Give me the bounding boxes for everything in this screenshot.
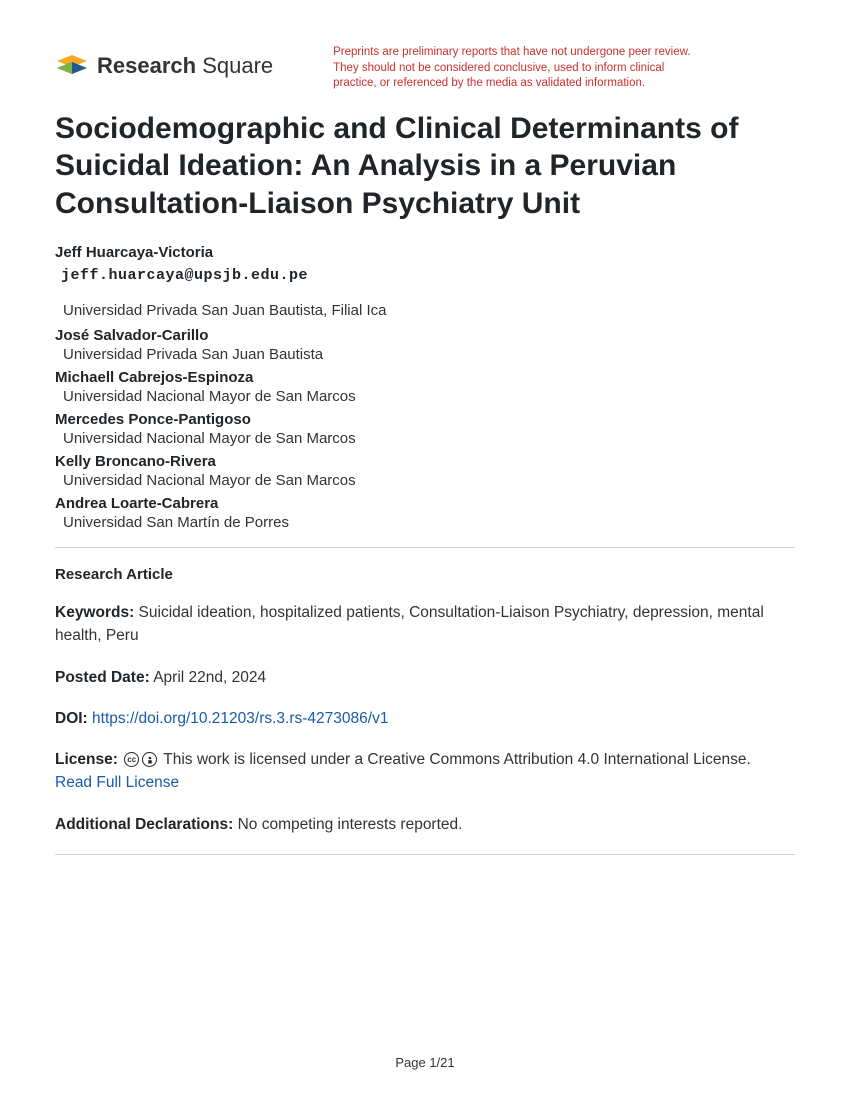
author-name: Andrea Loarte-Cabrera <box>55 495 795 512</box>
author-block: Kelly Broncano-Rivera Universidad Naciona… <box>55 453 795 489</box>
posted-date-label: Posted Date: <box>55 669 150 686</box>
license-row: License: cc This work is licensed under … <box>55 748 795 795</box>
declarations-label: Additional Declarations: <box>55 816 233 833</box>
page-footer: Page 1/21 <box>0 1055 850 1070</box>
author-block: Michaell Cabrejos-Espinoza Universidad Na… <box>55 369 795 405</box>
brand-logo: Research Square <box>55 51 273 81</box>
doi-label: DOI: <box>55 710 88 727</box>
cc-by-icon <box>142 752 157 767</box>
declarations-value: No competing interests reported. <box>233 816 462 833</box>
coauthors-list: José Salvador-Carillo Universidad Privada… <box>55 327 795 531</box>
divider <box>55 854 795 855</box>
cc-icon: cc <box>124 752 139 767</box>
author-affiliation: Universidad Nacional Mayor de San Marcos <box>63 430 795 447</box>
author-block: José Salvador-Carillo Universidad Privada… <box>55 327 795 363</box>
author-affiliation: Universidad Nacional Mayor de San Marcos <box>63 472 795 489</box>
author-affiliation: Universidad San Martín de Porres <box>63 514 795 531</box>
doi-row: DOI: https://doi.org/10.21203/rs.3.rs-42… <box>55 707 795 730</box>
header: Research Square Preprints are preliminar… <box>55 45 795 92</box>
research-square-icon <box>55 51 89 81</box>
author-name: Kelly Broncano-Rivera <box>55 453 795 470</box>
lead-author-name: Jeff Huarcaya-Victoria <box>55 244 795 261</box>
author-block: Andrea Loarte-Cabrera Universidad San Mar… <box>55 495 795 531</box>
doi-link[interactable]: https://doi.org/10.21203/rs.3.rs-4273086… <box>92 710 388 727</box>
paper-title: Sociodemographic and Clinical Determinan… <box>55 110 795 223</box>
author-name: Mercedes Ponce-Pantigoso <box>55 411 795 428</box>
author-block: Mercedes Ponce-Pantigoso Universidad Naci… <box>55 411 795 447</box>
license-link[interactable]: Read Full License <box>55 774 179 791</box>
brand-name: Research Square <box>97 53 273 79</box>
preprint-disclaimer: Preprints are preliminary reports that h… <box>333 45 693 92</box>
author-affiliation: Universidad Privada San Juan Bautista <box>63 346 795 363</box>
article-type: Research Article <box>55 566 795 583</box>
author-name: Michaell Cabrejos-Espinoza <box>55 369 795 386</box>
lead-author-affiliation: Universidad Privada San Juan Bautista, F… <box>63 302 795 319</box>
cc-icons: cc <box>124 752 157 767</box>
posted-date-row: Posted Date: April 22nd, 2024 <box>55 666 795 689</box>
keywords-row: Keywords: Suicidal ideation, hospitalize… <box>55 601 795 648</box>
lead-author-email: jeff.huarcaya@upsjb.edu.pe <box>61 267 795 284</box>
license-label: License: <box>55 751 118 768</box>
keywords-label: Keywords: <box>55 604 134 621</box>
author-affiliation: Universidad Nacional Mayor de San Marcos <box>63 388 795 405</box>
keywords-value: Suicidal ideation, hospitalized patients… <box>55 604 764 644</box>
lead-author-block: Jeff Huarcaya-Victoria jeff.huarcaya@ups… <box>55 244 795 319</box>
posted-date-value: April 22nd, 2024 <box>150 669 266 686</box>
divider <box>55 547 795 548</box>
author-name: José Salvador-Carillo <box>55 327 795 344</box>
license-text: This work is licensed under a Creative C… <box>159 751 751 768</box>
declarations-row: Additional Declarations: No competing in… <box>55 813 795 836</box>
